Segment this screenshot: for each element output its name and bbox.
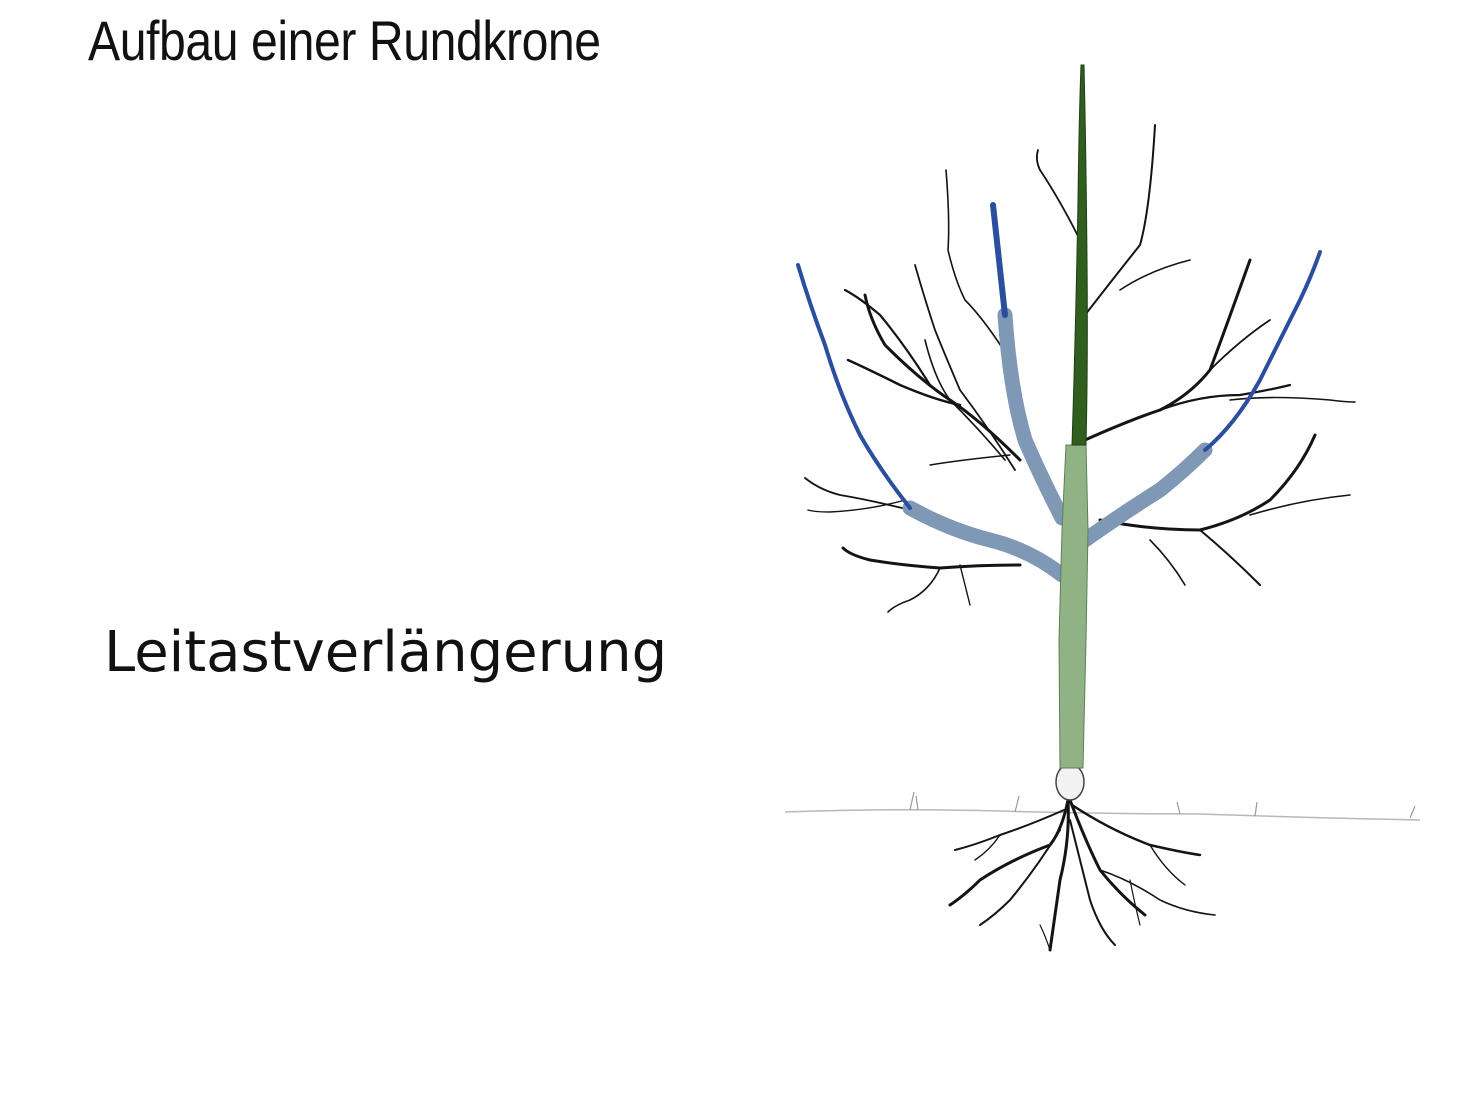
central-leader [1071, 64, 1088, 446]
trunk [1058, 444, 1089, 769]
slide-title: Aufbau einer Rundkrone [88, 9, 601, 72]
grass-tufts [909, 791, 1416, 819]
ground-line [784, 808, 1421, 821]
roots [948, 798, 1216, 952]
leader-branches [902, 307, 1213, 583]
leader-extensions [796, 202, 1322, 510]
side-branches [804, 124, 1356, 613]
leitast-label: Leitastverlängerung [104, 620, 668, 685]
graft-union [1055, 763, 1085, 801]
tree-illustration [784, 64, 1421, 952]
